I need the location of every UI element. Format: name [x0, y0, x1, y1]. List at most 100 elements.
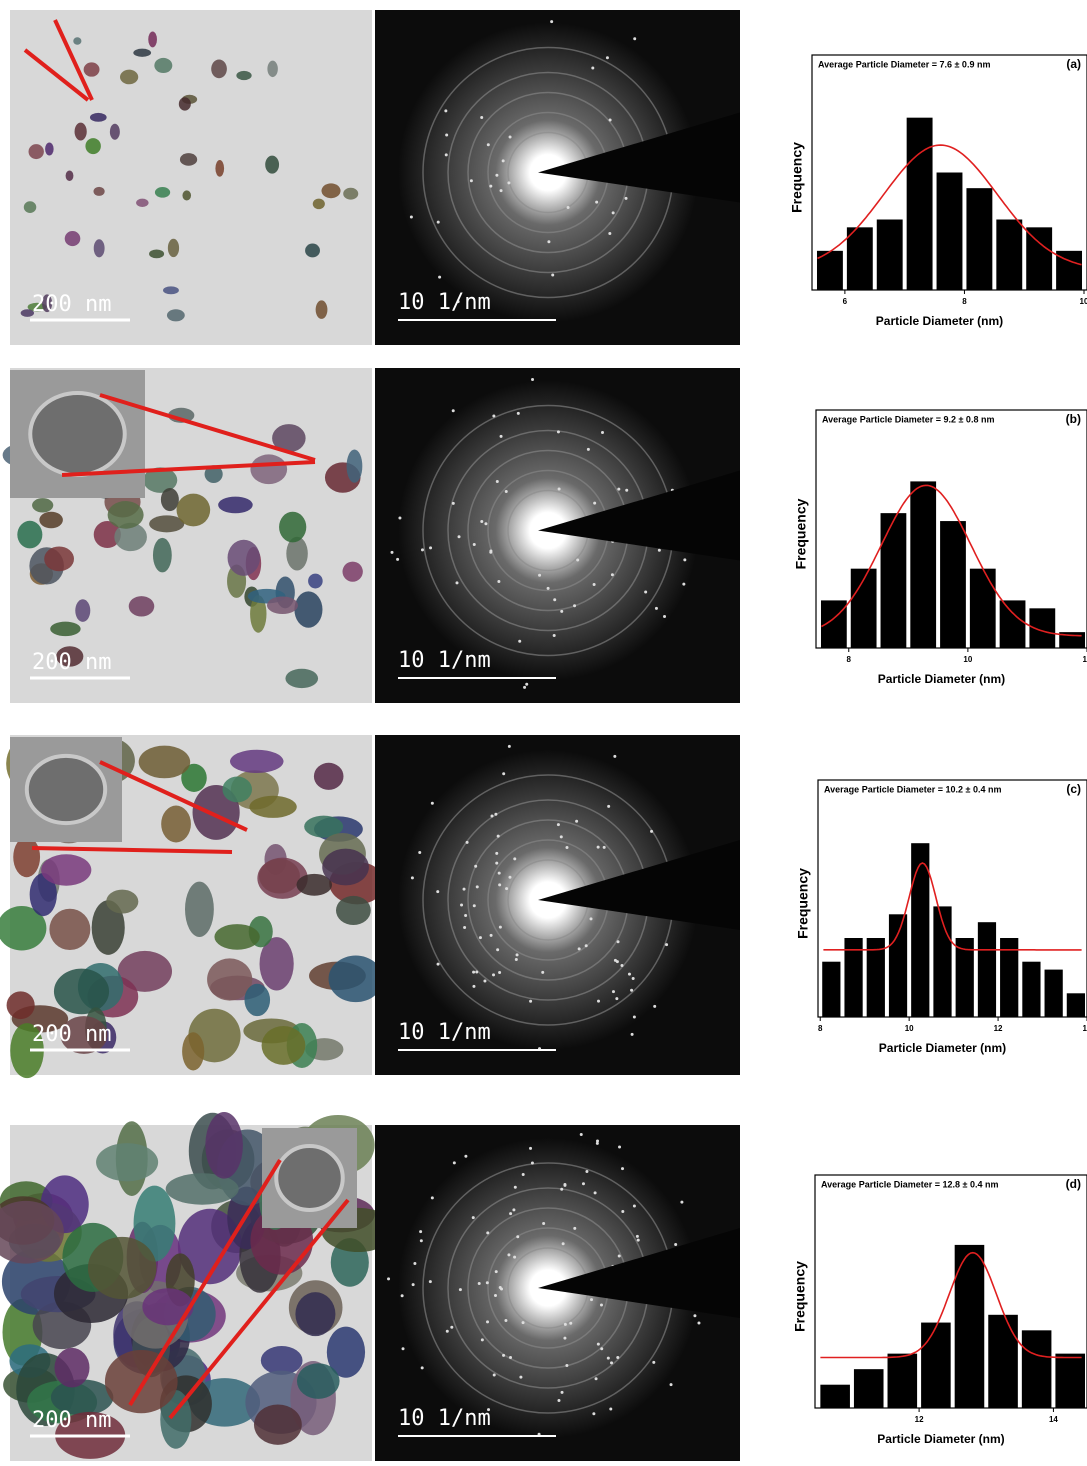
bar: [820, 1385, 850, 1408]
diffraction-spot: [495, 862, 498, 865]
diffraction-spot: [504, 1319, 507, 1322]
diffraction-spot: [495, 852, 498, 855]
diffraction-spot: [496, 480, 499, 483]
diffraction-spot: [653, 1005, 656, 1008]
diffraction-spot: [670, 1383, 673, 1386]
diffraction-spot: [601, 431, 604, 434]
diffraction-spot: [693, 1314, 696, 1317]
diffraction-spot: [557, 430, 560, 433]
diffraction-spot: [590, 917, 593, 920]
diffraction-spot: [538, 574, 541, 577]
diffraction-spot: [513, 857, 516, 860]
particle: [343, 188, 358, 200]
particle: [167, 309, 185, 321]
diffraction-spot: [597, 1000, 600, 1003]
diffraction-spot: [597, 1343, 600, 1346]
x-tick-label: 10: [963, 655, 972, 664]
particle: [66, 170, 74, 181]
particle: [93, 187, 104, 196]
scale-label: 200 nm: [32, 292, 111, 317]
particle: [7, 991, 35, 1019]
diffraction-spot: [459, 1288, 462, 1291]
diffraction-spot: [612, 211, 615, 214]
particle: [244, 984, 270, 1016]
diffraction-spot: [452, 502, 455, 505]
diffraction-spot: [479, 936, 482, 939]
diffraction-spot: [496, 948, 499, 951]
particle: [267, 596, 298, 614]
y-axis-label: Frequency: [793, 498, 809, 569]
y-axis-label: Frequency: [789, 142, 805, 213]
diffraction-spot: [558, 488, 561, 491]
diffraction-spot: [553, 598, 556, 601]
page: 200 nm10 1/nm200 nm10 1/nm200 nm10 1/nm2…: [0, 0, 1087, 1461]
bar: [1022, 1330, 1052, 1408]
particle: [179, 97, 191, 110]
diffraction-spot: [387, 1277, 390, 1280]
diffraction-spot: [493, 1373, 496, 1376]
diffraction-spot: [682, 583, 685, 586]
diffraction-spot: [597, 846, 600, 849]
diffraction-spot: [683, 558, 686, 561]
scale-label: 10 1/nm: [398, 1406, 491, 1431]
particle: [295, 1292, 335, 1336]
diffraction-spot: [509, 136, 512, 139]
diffraction-spot: [518, 640, 521, 643]
diffraction-spot: [513, 1256, 516, 1259]
diffraction-spot: [610, 1361, 613, 1364]
diffraction-spot: [587, 448, 590, 451]
diffraction-spot: [564, 1323, 567, 1326]
diffraction-spot: [396, 558, 399, 561]
diffraction-spot: [628, 973, 631, 976]
diffraction-spot: [607, 805, 610, 808]
diffraction-spot: [429, 1280, 432, 1283]
diffraction-spot: [576, 558, 579, 561]
diffraction-spot: [633, 1015, 636, 1018]
diffraction-spot: [585, 944, 588, 947]
particle: [106, 890, 138, 914]
particle: [54, 1348, 89, 1388]
diffraction-spot: [531, 1162, 534, 1165]
bar: [822, 962, 840, 1017]
diffraction-spot: [486, 1231, 489, 1234]
diffraction-spot: [452, 409, 455, 412]
diffraction-spot: [637, 1239, 640, 1242]
particle: [250, 454, 287, 484]
diffraction-spot: [463, 926, 466, 929]
bar: [988, 1315, 1018, 1408]
diffraction-spot: [480, 116, 483, 119]
diffraction-spot: [618, 1145, 621, 1148]
histogram: 1214Average Particle Diameter = 12.8 ± 0…: [792, 1175, 1087, 1446]
diffraction-spot: [596, 1139, 599, 1142]
diffraction-spot: [590, 1298, 593, 1301]
diffraction-spot: [500, 435, 503, 438]
panel-label: (a): [1066, 57, 1081, 71]
particle: [73, 37, 81, 44]
diffraction-spot: [413, 1262, 416, 1265]
diffraction-spot: [401, 1294, 404, 1297]
diffraction-spot: [697, 1321, 700, 1324]
particle: [228, 540, 260, 576]
particle: [139, 746, 191, 779]
diffraction-spot: [437, 221, 440, 224]
diffraction-spot: [553, 634, 556, 637]
particle: [321, 183, 340, 198]
diffraction-spot: [437, 963, 440, 966]
particle: [75, 123, 87, 141]
diffraction-spot: [567, 206, 570, 209]
particle: [50, 622, 80, 636]
bar: [1055, 1354, 1085, 1408]
particle: [120, 70, 138, 85]
bar: [978, 922, 996, 1017]
diffraction-spot: [481, 1338, 484, 1341]
x-tick-label: 10: [1080, 297, 1087, 306]
diffraction-spot: [612, 990, 615, 993]
scale-label: 200 nm: [32, 1408, 111, 1433]
diffraction-spot: [563, 1337, 566, 1340]
diffraction-spot: [547, 240, 550, 243]
scale-label: 10 1/nm: [398, 1020, 491, 1045]
diffraction-spot: [480, 520, 483, 523]
diffraction-spot: [502, 1354, 505, 1357]
particle: [161, 488, 179, 511]
particle: [90, 113, 107, 122]
